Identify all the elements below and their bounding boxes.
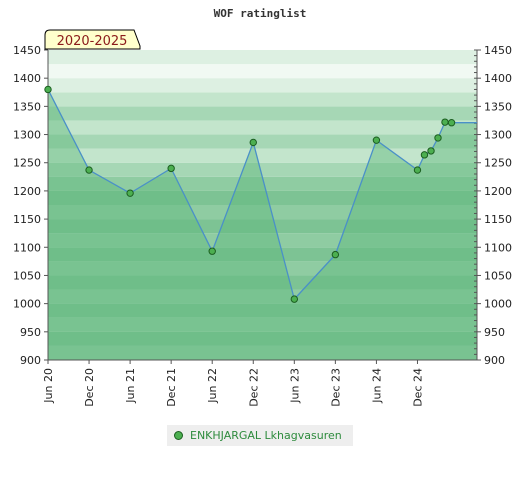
y-tick-label-left: 1050: [13, 269, 41, 282]
x-tick-label: Dec 23: [329, 368, 342, 407]
data-point: [44, 85, 52, 94]
y-tick-label-left: 900: [20, 354, 41, 367]
data-point: [420, 151, 429, 159]
background-band: [48, 261, 477, 276]
background-band: [48, 148, 477, 163]
background-band: [48, 134, 477, 149]
y-tick-label-right: 1450: [484, 44, 512, 57]
background-band: [48, 120, 477, 135]
background-band: [48, 219, 477, 234]
y-tick-label-right: 950: [484, 326, 505, 339]
x-tick-label: Dec 22: [247, 368, 260, 407]
background-band: [48, 317, 477, 332]
y-tick-label-right: 1150: [484, 213, 512, 226]
background-band: [48, 303, 477, 318]
data-point: [208, 247, 216, 255]
data-point: [427, 147, 435, 155]
y-tick-label-left: 1000: [13, 298, 41, 311]
period-badge-shape: [44, 29, 141, 50]
background-band: [48, 92, 477, 107]
y-tick-label-right: 1400: [484, 72, 512, 85]
data-point: [249, 138, 257, 147]
background-band: [48, 233, 477, 248]
y-tick-label-left: 950: [20, 326, 41, 339]
marker-layer: [44, 85, 456, 303]
y-tick-label-right: 1200: [484, 185, 512, 198]
y-tick-label-right: 1000: [484, 298, 512, 311]
x-tick-label: Dec 20: [83, 368, 96, 407]
data-point: [290, 295, 299, 303]
x-tick-label: Dec 21: [165, 368, 178, 407]
background-band: [48, 247, 477, 262]
data-point: [85, 166, 93, 174]
data-point: [413, 166, 422, 174]
x-tick-label: Jun 21: [124, 368, 137, 404]
x-tick-label: Jun 23: [288, 368, 301, 404]
y-tick-label-left: 1250: [13, 157, 41, 170]
data-point: [372, 136, 381, 144]
background-band: [48, 345, 477, 360]
data-point: [447, 119, 456, 127]
background-band: [48, 190, 477, 205]
y-tick-label-right: 1350: [484, 100, 512, 113]
background-band: [48, 162, 477, 177]
y-tick-label-right: 1250: [484, 157, 512, 170]
background-band: [48, 275, 477, 290]
data-point: [441, 118, 449, 126]
data-point: [126, 189, 134, 197]
legend: ENKHJARGAL Lkhagvasuren: [167, 425, 353, 446]
x-tick-label: Dec 24: [411, 368, 424, 407]
legend-label: ENKHJARGAL Lkhagvasuren: [190, 429, 342, 442]
y-tick-label-right: 1100: [484, 241, 512, 254]
x-tick-label: Jun 20: [42, 368, 55, 404]
area-layer: [48, 89, 477, 361]
background-band: [48, 289, 477, 304]
x-tick-label: Jun 22: [206, 368, 219, 404]
period-badge: 2020-2025: [44, 29, 141, 50]
y-tick-label-left: 1150: [13, 213, 41, 226]
y-tick-label-left: 1300: [13, 129, 41, 142]
data-point: [167, 164, 175, 173]
y-tick-label-right: 900: [484, 354, 505, 367]
axis-layer: 900 900 950 950 1000 1000 1050 1050 1100 1100 1150…: [13, 44, 512, 407]
x-tick-label: Jun 24: [370, 368, 383, 404]
background-band: [48, 176, 477, 191]
y-tick-label-left: 1200: [13, 185, 41, 198]
background-band: [48, 50, 477, 65]
background-band: [48, 106, 477, 121]
chart-title: WOF ratinglist: [214, 7, 307, 20]
y-tick-label-right: 1300: [484, 129, 512, 142]
data-point: [434, 134, 442, 142]
y-tick-label-right: 1050: [484, 269, 512, 282]
legend-marker-icon: [174, 431, 183, 440]
y-tick-label-left: 1400: [13, 72, 41, 85]
background-bands: [48, 50, 477, 360]
background-band: [48, 64, 477, 79]
y-tick-label-left: 1100: [13, 241, 41, 254]
background-band: [48, 331, 477, 346]
y-tick-label-left: 1450: [13, 44, 41, 57]
data-point: [331, 250, 340, 259]
series-area: [48, 89, 477, 361]
y-tick-label-left: 1350: [13, 100, 41, 113]
background-band: [48, 78, 477, 93]
background-band: [48, 205, 477, 220]
period-badge-label: 2020-2025: [57, 34, 128, 49]
